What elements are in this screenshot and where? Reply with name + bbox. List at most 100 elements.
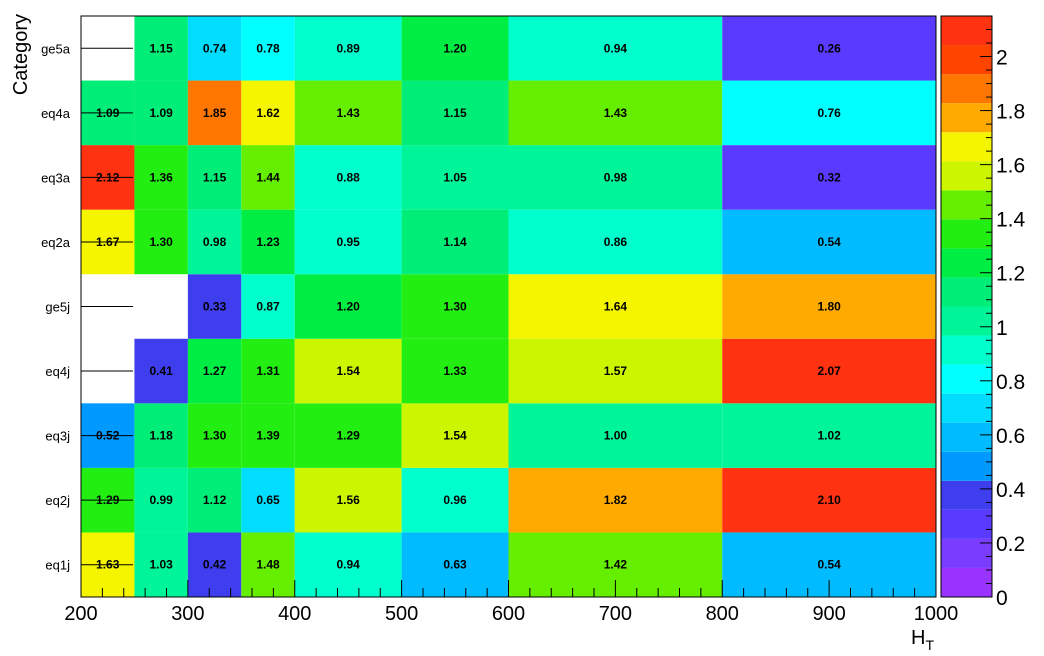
cell-value-label: 1.33 [443,364,467,378]
cell-value-label: 1.36 [149,170,173,184]
cell-value-label: 0.78 [256,41,280,55]
heatmap-cell [508,403,723,468]
heatmap-cell [134,338,188,404]
x-tick-label: 400 [278,603,311,625]
heatmap-cell [401,274,509,339]
colorbar-tick-label: 0.4 [996,479,1026,502]
x-axis-title-main: H [911,627,925,649]
heatmap-cell [508,338,723,404]
cell-value-label: 1.43 [604,106,628,120]
cell-value-label: 1.03 [149,558,173,572]
cell-value-label: 1.80 [817,300,841,314]
cell-value-label: 0.74 [203,41,227,55]
y-tick-label: eq1j [45,558,70,573]
heatmap-cell [401,467,509,533]
cell-value-label: 0.33 [203,300,227,314]
colorbar-tick-label: 1 [996,317,1008,340]
cell-value-label: 0.89 [337,41,361,55]
cell-value-label: 1.14 [443,235,467,249]
cell-value-label: 1.82 [604,493,628,507]
x-axis-title: HT [911,627,934,653]
x-tick-label: 600 [492,603,525,625]
cell-value-label: 1.42 [604,558,628,572]
heatmap-cell [401,16,509,81]
heatmap-cell [508,80,723,146]
cell-value-label: 0.95 [337,235,361,249]
cell-value-label: 0.96 [443,493,467,507]
x-tick-label: 900 [812,603,845,625]
x-tick-label: 300 [171,603,204,625]
heatmap-cell [134,80,188,146]
cell-value-label: 0.76 [817,106,841,120]
heatmap-cell [134,467,188,533]
heatmap-cell [187,532,242,597]
cell-value-label: 0.98 [203,235,227,249]
x-axis: 200 300 400 500 600 700 800 900 1000 [64,580,958,625]
colorbar-bin [941,335,992,365]
cell-value-label: 1.15 [443,106,467,120]
heatmap-cell [294,403,402,468]
cell-value-label: 1.30 [443,300,467,314]
y-tick-label: eq4a [41,106,71,121]
cell-value-label: 0.88 [337,170,361,184]
x-tick-label: 200 [64,603,97,625]
cell-value-label: 1.05 [443,170,467,184]
heatmap-cell [134,403,188,468]
heatmap-cell [241,145,295,210]
colorbar-tick-label: 0.6 [996,425,1025,448]
cell-value-label: 0.63 [443,558,467,572]
cell-value-label: 1.18 [149,429,173,443]
cell-value-label: 0.98 [604,170,628,184]
heatmap-cell [134,532,188,597]
heatmap-cell [134,16,188,81]
cell-value-label: 1.39 [256,429,280,443]
heatmap-cell [241,16,295,81]
y-axis: eq1j eq2j eq3j eq4j ge5j eq2a eq3a eq4a ge5a [41,41,133,573]
cell-value-label: 1.00 [604,429,628,443]
cell-value-label: 1.12 [203,493,227,507]
cell-value-label: 1.09 [149,106,173,120]
heatmap-cell [508,209,723,275]
colorbar-bin [941,538,992,568]
y-tick-label: eq3j [45,429,70,444]
colorbar-tick-label: 1.6 [996,155,1025,178]
colorbar-bin [941,132,992,162]
heatmap-cell [401,80,509,146]
colorbar-bin [941,74,992,104]
colorbar-bin [941,16,992,46]
color-bar: 0 0.2 0.4 0.6 0.8 1 1.2 1.4 1.6 1.8 2 [940,15,1026,610]
colorbar-bin [941,480,992,510]
colorbar-tick-label: 1.4 [996,209,1026,232]
heatmap-cell [187,403,242,468]
heatmap-cell [187,274,242,339]
heatmap-cell [508,145,723,210]
y-tick-label: eq2a [41,235,71,250]
cell-value-label: 0.99 [149,493,173,507]
heatmap-cell [241,274,295,339]
x-tick-label: 700 [599,603,632,625]
cell-value-label: 0.87 [256,300,280,314]
cell-value-label: 0.65 [256,493,280,507]
heatmap-cell [401,145,509,210]
y-tick-label: ge5j [45,300,70,315]
y-tick-label: eq4j [45,364,70,379]
heatmap-cell-labels: 1.63 1.03 0.42 1.48 0.94 0.63 1.42 0.541.29 0.99… [96,41,841,571]
heatmap-cell [294,209,402,275]
heatmap-cell [722,338,936,404]
colorbar-tick-label: 1.2 [996,263,1025,286]
heatmap-cell [134,145,188,210]
heatmap-cell [508,467,723,533]
cell-value-label: 1.15 [203,170,227,184]
colorbar-bin [941,364,992,394]
cell-value-label: 0.54 [817,558,841,572]
heatmap-cell [294,80,402,146]
cell-value-label: 1.30 [149,235,173,249]
cell-value-label: 1.23 [256,235,280,249]
cell-value-label: 1.48 [256,558,280,572]
heatmap-cell [508,274,723,339]
heatmap-cell [294,16,402,81]
y-tick-label: eq3a [41,170,71,185]
heatmap-cell [187,467,242,533]
colorbar-bin [941,451,992,481]
